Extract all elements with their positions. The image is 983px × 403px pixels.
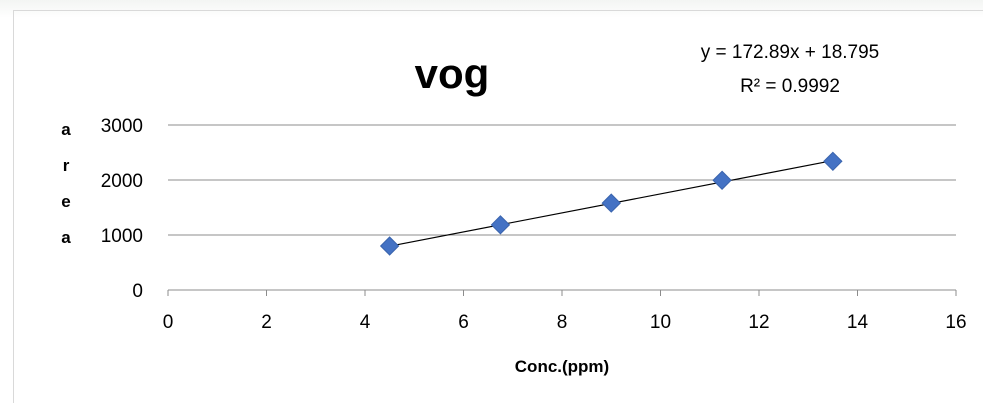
trendline-equation: y = 172.89x + 18.795 bbox=[701, 42, 880, 63]
y-axis-label-letter: e bbox=[61, 192, 70, 211]
y-tick-label: 2000 bbox=[101, 171, 143, 192]
x-tick-label: 16 bbox=[945, 312, 966, 333]
x-tick-label: 14 bbox=[847, 312, 869, 333]
y-axis-label-letter: a bbox=[61, 120, 71, 139]
x-tick-label: 0 bbox=[163, 312, 174, 333]
x-tick-label: 12 bbox=[748, 312, 769, 333]
y-tick-label: 0 bbox=[132, 281, 143, 302]
data-point-diamond bbox=[712, 170, 732, 190]
data-points bbox=[379, 151, 843, 256]
y-tick-label: 3000 bbox=[101, 116, 143, 137]
gridlines bbox=[168, 124, 956, 236]
x-tick-label: 6 bbox=[458, 312, 469, 333]
x-tick-label: 2 bbox=[261, 312, 272, 333]
x-axis-label: Conc.(ppm) bbox=[515, 357, 609, 376]
chart-title: vog bbox=[415, 50, 490, 97]
data-point-diamond bbox=[601, 193, 621, 213]
y-tick-label: 1000 bbox=[101, 226, 143, 247]
data-point-diamond bbox=[823, 151, 843, 172]
x-tick-label: 8 bbox=[557, 312, 568, 333]
y-axis-label-letter: r bbox=[63, 156, 70, 175]
axes bbox=[167, 289, 957, 296]
watermark-band bbox=[0, 0, 983, 18]
data-point-diamond bbox=[379, 236, 400, 256]
tick-labels: 0 1000 2000 3000 0 2 4 6 8 10 12 14 16 bbox=[101, 116, 967, 333]
x-tick-label: 4 bbox=[360, 312, 371, 333]
x-tick-label: 10 bbox=[650, 312, 671, 333]
chart-frame bbox=[13, 10, 983, 403]
r-squared-label: R² = 0.9992 bbox=[740, 76, 840, 97]
data-point-diamond bbox=[490, 215, 511, 235]
y-axis-label-letter: a bbox=[61, 228, 71, 247]
